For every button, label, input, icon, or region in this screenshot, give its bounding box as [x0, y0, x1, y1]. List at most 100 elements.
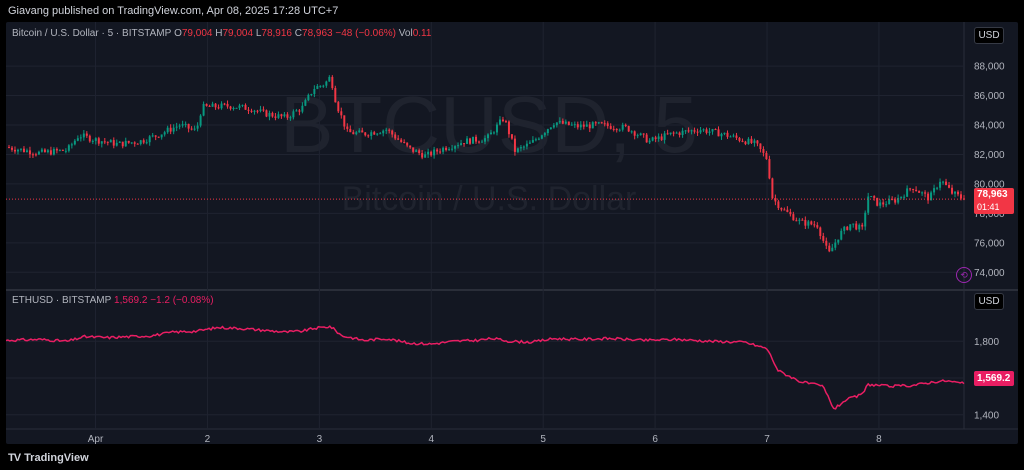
btc-candle-body [457, 145, 460, 147]
btc-candle-body [130, 142, 133, 144]
btc-candle-body [744, 141, 747, 145]
btc-candle-body [615, 128, 618, 131]
btc-y-tick-label: 82,000 [974, 150, 1005, 161]
btc-candle-body [549, 127, 552, 130]
btc-candle-body [388, 129, 391, 131]
btc-candle-body [307, 94, 310, 101]
btc-candle-body [852, 223, 855, 225]
btc-candle-body [873, 196, 876, 198]
btc-candle-body [175, 126, 178, 128]
btc-candle-body [654, 137, 657, 140]
btc-candle-body [238, 105, 241, 108]
x-tick-label: 2 [205, 434, 211, 444]
publish-info: Giavang published on TradingView.com, Ap… [8, 5, 339, 17]
btc-candle-body [139, 140, 142, 144]
btc-candle-body [849, 224, 852, 230]
btc-candle-body [948, 184, 951, 188]
btc-candle-body [448, 149, 451, 151]
btc-candle-body [888, 199, 891, 205]
btc-candle-body [16, 149, 19, 152]
btc-candle-body [316, 86, 319, 89]
btc-candle-body [813, 224, 816, 226]
btc-candle-body [472, 136, 475, 144]
btc-candle-body [145, 142, 148, 144]
btc-currency-button[interactable]: USD [974, 27, 1004, 44]
btc-candle-body [277, 114, 280, 118]
btc-candle-body [798, 219, 801, 221]
btc-candle-body [567, 121, 570, 126]
btc-candle-body [226, 103, 229, 107]
btc-candle-body [651, 137, 654, 141]
btc-candle-body [415, 150, 418, 152]
btc-candle-body [55, 148, 58, 151]
btc-candle-body [367, 135, 370, 137]
eth-symbol[interactable]: ETHUSD · BITSTAMP [12, 295, 112, 306]
btc-candle-body [774, 198, 777, 202]
btc-candle-body [930, 192, 933, 201]
btc-candle-body [91, 140, 94, 142]
btc-candle-body [322, 85, 325, 87]
btc-candle-body [256, 110, 259, 112]
btc-candle-body [528, 142, 531, 144]
btc-countdown: 01:41 [977, 202, 1000, 212]
btc-candle-body [433, 149, 436, 156]
btc-candle-body [843, 226, 846, 231]
btc-candle-body [13, 149, 16, 152]
btc-candle-body [666, 133, 669, 135]
btc-candle-body [807, 221, 810, 226]
btc-candle-body [510, 134, 513, 139]
btc-candle-body [765, 152, 768, 160]
btc-open: 79,004 [181, 28, 213, 39]
eth-currency-button[interactable]: USD [974, 293, 1004, 310]
btc-candle-body [271, 112, 274, 117]
btc-candle-body [163, 132, 166, 135]
btc-candle-body [912, 188, 915, 190]
btc-candle-body [879, 202, 882, 206]
btc-y-tick-label: 76,000 [974, 238, 1005, 249]
btc-candle-body [10, 147, 13, 150]
btc-candle-body [106, 141, 109, 143]
btc-candle-body [588, 124, 591, 129]
btc-candle-body [819, 227, 822, 236]
btc-candle-body [906, 188, 909, 197]
btc-candle-body [624, 124, 627, 127]
btc-candle-body [711, 129, 714, 132]
btc-candle-body [645, 134, 648, 143]
chart-svg[interactable]: BTCUSD, 5 Bitcoin / U.S. Dollar 74,00076… [6, 22, 1018, 444]
btc-c-label: C [294, 28, 303, 39]
btc-candle-body [280, 114, 283, 117]
btc-candle-body [609, 126, 612, 129]
btc-candle-body [504, 121, 507, 123]
btc-candle-body [406, 142, 409, 146]
btc-candle-body [642, 133, 645, 135]
btc-candle-body [522, 146, 525, 148]
goto-realtime-icon[interactable]: ⟲ [956, 267, 972, 283]
btc-candle-body [193, 128, 196, 130]
btc-candle-body [780, 207, 783, 210]
tradingview-mark-icon: TV [8, 452, 21, 464]
btc-low: 78,916 [261, 28, 292, 39]
btc-candle-body [196, 125, 199, 129]
btc-candle-body [840, 230, 843, 240]
btc-candle-body [831, 247, 834, 252]
btc-candle-body [627, 126, 630, 132]
btc-candle-body [172, 127, 175, 132]
btc-candle-body [157, 136, 160, 138]
btc-candle-body [70, 144, 73, 146]
btc-candle-body [909, 188, 912, 190]
eth-price-line [6, 325, 965, 410]
btc-last-price-tag: 78,963 01:41 [974, 188, 1014, 214]
btc-candle-body [235, 107, 238, 109]
btc-candle-body [382, 130, 385, 134]
btc-candle-body [31, 154, 34, 156]
btc-candle-body [795, 220, 798, 222]
btc-candle-body [513, 138, 516, 152]
tradingview-logo[interactable]: TV TradingView [8, 452, 89, 464]
btc-symbol[interactable]: Bitcoin / U.S. Dollar · 5 · BITSTAMP [12, 28, 172, 39]
chart-area[interactable]: BTCUSD, 5 Bitcoin / U.S. Dollar 74,000 76… [6, 22, 1018, 444]
btc-candle-body [40, 149, 43, 152]
btc-candle-body [358, 130, 361, 133]
btc-candle-body [918, 191, 921, 193]
btc-candle-body [543, 133, 546, 136]
btc-candle-body [337, 102, 340, 112]
